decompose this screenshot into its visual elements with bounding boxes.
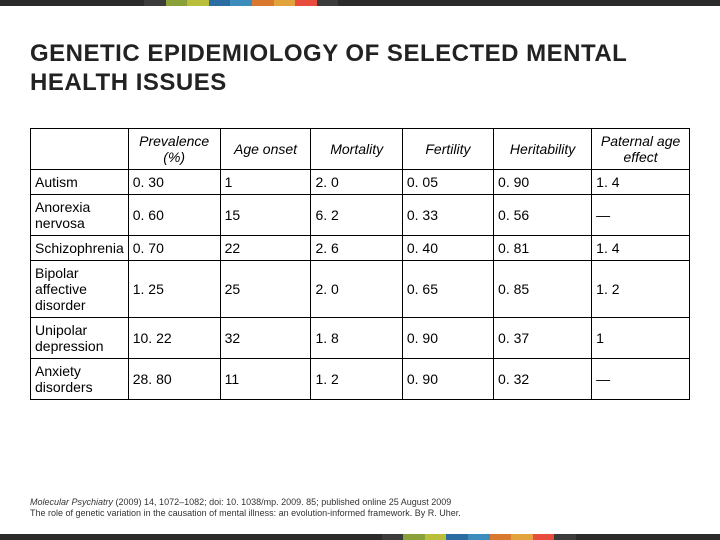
cell: 15 bbox=[220, 194, 311, 235]
stripe-segment bbox=[252, 0, 274, 6]
col-fertility: Fertility bbox=[402, 128, 493, 169]
col-age-onset: Age onset bbox=[220, 128, 311, 169]
table-row: Unipolar depression10. 22321. 80. 900. 3… bbox=[31, 317, 690, 358]
citation-journal: Molecular Psychiatry bbox=[30, 497, 113, 507]
cell: 0. 90 bbox=[402, 358, 493, 399]
top-color-stripe bbox=[0, 0, 720, 6]
cell: 11 bbox=[220, 358, 311, 399]
cell: 0. 81 bbox=[494, 235, 592, 260]
cell: 1. 2 bbox=[311, 358, 402, 399]
bottom-color-stripe bbox=[0, 534, 720, 540]
cell: 6. 2 bbox=[311, 194, 402, 235]
stripe-segment bbox=[209, 0, 231, 6]
stripe-segment bbox=[338, 0, 720, 6]
row-label: Bipolar affective disorder bbox=[31, 260, 129, 317]
cell: 0. 05 bbox=[402, 169, 493, 194]
stripe-segment bbox=[144, 0, 166, 6]
cell: 1. 4 bbox=[592, 169, 690, 194]
cell: 1 bbox=[220, 169, 311, 194]
cell: 0. 85 bbox=[494, 260, 592, 317]
stripe-segment bbox=[425, 534, 447, 540]
stripe-segment bbox=[230, 0, 252, 6]
stripe-segment bbox=[403, 534, 425, 540]
table-row: Bipolar affective disorder1. 25252. 00. … bbox=[31, 260, 690, 317]
stripe-segment bbox=[317, 0, 339, 6]
stripe-segment bbox=[511, 534, 533, 540]
page-title: GENETIC EPIDEMIOLOGY OF SELECTED MENTAL … bbox=[30, 40, 690, 98]
stripe-segment bbox=[382, 534, 404, 540]
epidemiology-table: Prevalence (%) Age onset Mortality Ferti… bbox=[30, 128, 690, 400]
cell: 1. 25 bbox=[128, 260, 220, 317]
cell: 32 bbox=[220, 317, 311, 358]
stripe-segment bbox=[490, 534, 512, 540]
row-label: Unipolar depression bbox=[31, 317, 129, 358]
cell: 2. 0 bbox=[311, 169, 402, 194]
row-label: Anorexia nervosa bbox=[31, 194, 129, 235]
table-row: Autism0. 3012. 00. 050. 901. 4 bbox=[31, 169, 690, 194]
stripe-segment bbox=[468, 534, 490, 540]
table-header-row: Prevalence (%) Age onset Mortality Ferti… bbox=[31, 128, 690, 169]
stripe-segment bbox=[274, 0, 296, 6]
stripe-segment bbox=[295, 0, 317, 6]
stripe-segment bbox=[576, 534, 720, 540]
row-label: Anxiety disorders bbox=[31, 358, 129, 399]
cell: 1. 8 bbox=[311, 317, 402, 358]
row-label: Schizophrenia bbox=[31, 235, 129, 260]
cell: 0. 32 bbox=[494, 358, 592, 399]
stripe-segment bbox=[554, 534, 576, 540]
cell: — bbox=[592, 358, 690, 399]
cell: 0. 40 bbox=[402, 235, 493, 260]
col-prevalence: Prevalence (%) bbox=[128, 128, 220, 169]
cell: 0. 70 bbox=[128, 235, 220, 260]
cell: 25 bbox=[220, 260, 311, 317]
stripe-segment bbox=[0, 0, 144, 6]
cell: 0. 37 bbox=[494, 317, 592, 358]
table-body: Autism0. 3012. 00. 050. 901. 4Anorexia n… bbox=[31, 169, 690, 399]
cell: 0. 30 bbox=[128, 169, 220, 194]
col-heritability: Heritability bbox=[494, 128, 592, 169]
cell: 22 bbox=[220, 235, 311, 260]
table-row: Schizophrenia0. 70222. 60. 400. 811. 4 bbox=[31, 235, 690, 260]
row-label: Autism bbox=[31, 169, 129, 194]
cell: 0. 33 bbox=[402, 194, 493, 235]
cell: 0. 90 bbox=[402, 317, 493, 358]
col-mortality: Mortality bbox=[311, 128, 402, 169]
cell: 0. 90 bbox=[494, 169, 592, 194]
cell: — bbox=[592, 194, 690, 235]
cell: 28. 80 bbox=[128, 358, 220, 399]
slide-content: GENETIC EPIDEMIOLOGY OF SELECTED MENTAL … bbox=[0, 0, 720, 400]
stripe-segment bbox=[446, 534, 468, 540]
stripe-segment bbox=[166, 0, 188, 6]
cell: 1. 2 bbox=[592, 260, 690, 317]
table-row: Anxiety disorders28. 80111. 20. 900. 32— bbox=[31, 358, 690, 399]
cell: 0. 60 bbox=[128, 194, 220, 235]
stripe-segment bbox=[0, 534, 382, 540]
cell: 0. 65 bbox=[402, 260, 493, 317]
citation: Molecular Psychiatry (2009) 14, 1072–108… bbox=[30, 497, 690, 520]
col-blank bbox=[31, 128, 129, 169]
cell: 1 bbox=[592, 317, 690, 358]
cell: 2. 6 bbox=[311, 235, 402, 260]
cell: 10. 22 bbox=[128, 317, 220, 358]
col-paternal-age: Paternal age effect bbox=[592, 128, 690, 169]
stripe-segment bbox=[533, 534, 555, 540]
cell: 1. 4 bbox=[592, 235, 690, 260]
citation-line2: The role of genetic variation in the cau… bbox=[30, 508, 461, 518]
cell: 0. 56 bbox=[494, 194, 592, 235]
stripe-segment bbox=[187, 0, 209, 6]
cell: 2. 0 bbox=[311, 260, 402, 317]
citation-line1: (2009) 14, 1072–1082; doi: 10. 1038/mp. … bbox=[113, 497, 451, 507]
table-row: Anorexia nervosa0. 60156. 20. 330. 56— bbox=[31, 194, 690, 235]
